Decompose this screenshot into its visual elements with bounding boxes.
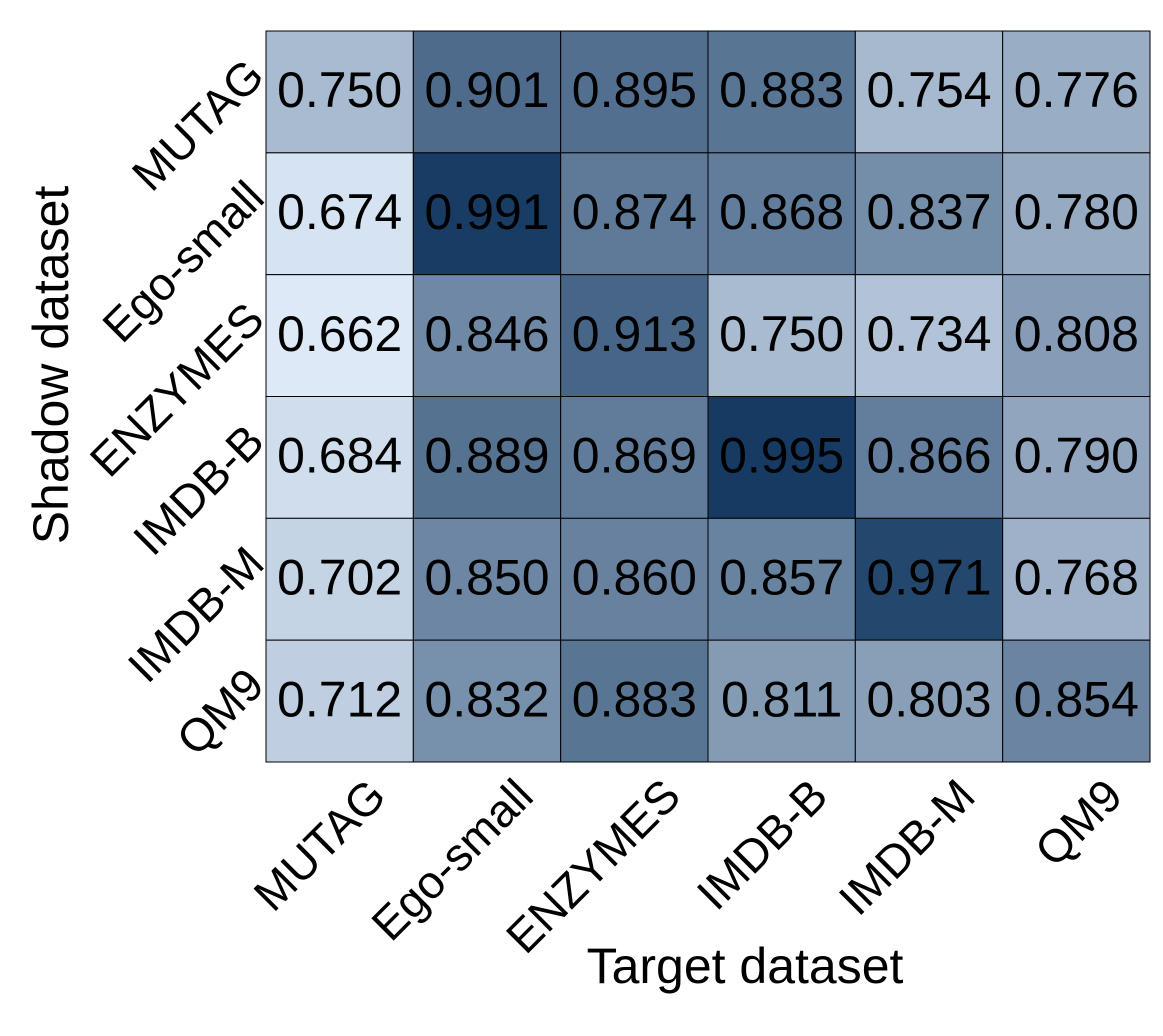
cell <box>560 517 709 641</box>
y-tick-label: MUTAG <box>122 49 274 201</box>
cell-label: 0.860 <box>572 549 697 605</box>
cell <box>265 396 414 519</box>
x-tick-label: IMDB-B <box>687 769 838 920</box>
cell <box>265 30 414 154</box>
cell-label: 0.846 <box>424 306 549 362</box>
cell-label: 0.866 <box>866 428 991 484</box>
cell <box>265 517 414 641</box>
cell-label: 0.895 <box>572 62 697 118</box>
cell <box>1002 396 1151 519</box>
cell <box>412 30 562 154</box>
cell <box>707 517 856 641</box>
cell-label: 0.754 <box>866 62 991 118</box>
x-axis-title: Target dataset <box>587 938 904 994</box>
cell <box>854 639 1004 763</box>
y-axis-title: Shadow dataset <box>23 186 79 545</box>
cell <box>560 30 709 154</box>
cell <box>707 30 856 154</box>
cell-label: 0.901 <box>424 62 549 118</box>
cell <box>707 396 856 519</box>
cell-label: 0.837 <box>866 184 991 240</box>
cell-label: 0.857 <box>719 549 844 605</box>
x-tick-label: QM9 <box>1025 769 1132 876</box>
cell <box>560 274 709 397</box>
cell <box>854 30 1004 154</box>
x-tick-label: MUTAG <box>244 769 396 921</box>
cell <box>1002 152 1151 276</box>
cell-label: 0.883 <box>572 671 697 727</box>
cell-label: 0.684 <box>277 428 402 484</box>
cell-label: 0.854 <box>1014 671 1139 727</box>
cell-label: 0.869 <box>572 428 697 484</box>
cell-label: 0.832 <box>424 671 549 727</box>
cell-label: 0.750 <box>277 62 402 118</box>
cell <box>1002 517 1151 641</box>
cell-label: 0.889 <box>424 428 549 484</box>
cell-label: 0.803 <box>866 671 991 727</box>
cell <box>560 396 709 519</box>
cell-label: 0.790 <box>1014 428 1139 484</box>
cell <box>1002 30 1151 154</box>
cell-label: 0.776 <box>1014 62 1139 118</box>
cell <box>1002 274 1151 397</box>
cell-label: 0.874 <box>572 184 697 240</box>
cell <box>412 152 562 276</box>
cell <box>707 152 856 276</box>
cell <box>412 396 562 519</box>
cell-label: 0.868 <box>719 184 844 240</box>
cell <box>707 274 856 397</box>
cell-label: 0.913 <box>572 306 697 362</box>
cell <box>265 274 414 397</box>
cell-label: 0.712 <box>277 671 402 727</box>
cell <box>854 396 1004 519</box>
cell <box>1002 639 1151 763</box>
cell-label: 0.734 <box>866 306 991 362</box>
cell <box>854 517 1004 641</box>
cell-label: 0.971 <box>866 549 991 605</box>
cell-label: 0.674 <box>277 184 402 240</box>
cell-label: 0.662 <box>277 306 402 362</box>
cell <box>412 274 562 397</box>
cell-label: 0.750 <box>719 306 844 362</box>
x-tick-label: IMDB-M <box>829 769 985 925</box>
cell-label: 0.883 <box>719 62 844 118</box>
cell-label: 0.991 <box>424 184 549 240</box>
cell-label: 0.702 <box>277 549 402 605</box>
y-tick-label: IMDB-M <box>118 536 274 692</box>
cell <box>854 274 1004 397</box>
y-tick-label: QM9 <box>166 658 273 765</box>
cell-label: 0.850 <box>424 549 549 605</box>
cell <box>265 639 414 763</box>
cell-label: 0.808 <box>1014 306 1139 362</box>
cell-label: 0.780 <box>1014 184 1139 240</box>
cell-label: 0.811 <box>721 671 842 727</box>
cell <box>707 639 856 763</box>
cell-label: 0.995 <box>719 428 844 484</box>
cell-label: 0.768 <box>1014 549 1139 605</box>
